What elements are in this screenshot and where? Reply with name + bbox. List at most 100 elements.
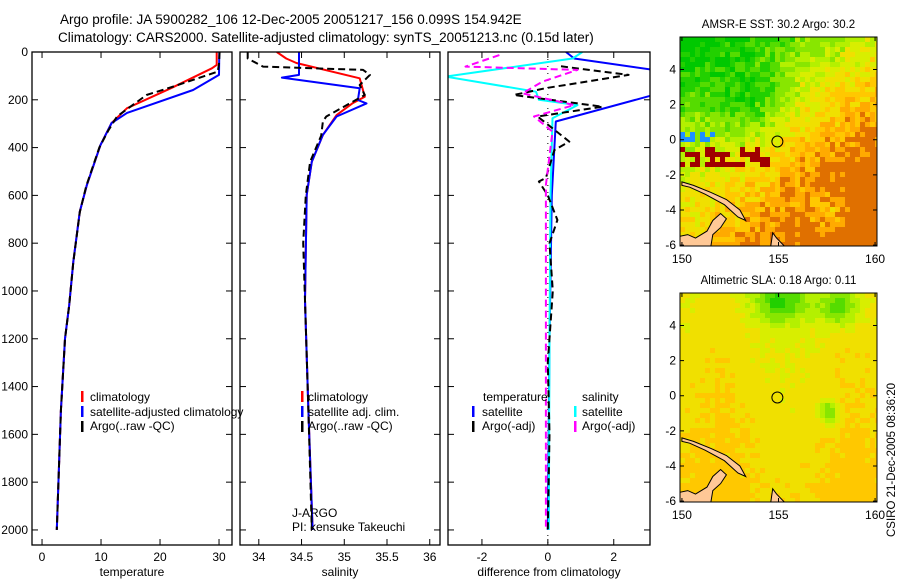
map-cell	[755, 363, 760, 368]
x-tick-label: 2	[610, 550, 617, 564]
map-cell	[825, 72, 830, 77]
map-cell	[815, 413, 820, 418]
map-cell	[715, 207, 720, 212]
y-tick-label: 200	[8, 93, 28, 107]
map-cell	[695, 468, 700, 473]
map-cell	[770, 388, 775, 393]
map-cell	[775, 72, 780, 77]
map-cell	[735, 67, 740, 72]
map-cell	[685, 298, 690, 303]
map-cell	[870, 438, 875, 443]
map-cell	[770, 192, 775, 197]
map-cell	[875, 97, 877, 102]
map-cell	[785, 373, 790, 378]
map-cell	[795, 132, 800, 137]
series-salinity-argo-adj	[464, 54, 579, 530]
map-cell	[735, 453, 740, 458]
map-cell	[780, 353, 785, 358]
map-cell	[735, 458, 740, 463]
map-cell	[765, 222, 770, 227]
map-cell	[750, 463, 755, 468]
map-cell	[835, 127, 840, 132]
map-cell	[840, 403, 845, 408]
map-cell	[865, 498, 870, 502]
map-cell	[755, 72, 760, 77]
lon-tick-label: 150	[672, 508, 692, 522]
map-cell	[785, 192, 790, 197]
map-cell	[755, 428, 760, 433]
map-cell	[820, 333, 825, 338]
map-cell	[720, 142, 725, 147]
map-cell	[840, 142, 845, 147]
map-cell	[695, 122, 700, 127]
map-cell	[690, 72, 695, 77]
map-cell	[695, 463, 700, 468]
map-cell	[685, 167, 690, 172]
map-cell	[795, 443, 800, 448]
map-cell	[760, 463, 765, 468]
map-cell	[680, 72, 685, 77]
map-cell	[720, 438, 725, 443]
map-cell	[765, 67, 770, 72]
map-cell	[790, 177, 795, 182]
map-cell	[770, 87, 775, 92]
map-cell	[815, 97, 820, 102]
map-cell	[790, 107, 795, 112]
map-cell	[770, 82, 775, 87]
map-cell	[775, 142, 780, 147]
map-cell	[760, 378, 765, 383]
map-cell	[780, 232, 785, 237]
map-cell	[710, 338, 715, 343]
map-cell	[770, 152, 775, 157]
map-cell	[820, 378, 825, 383]
map-cell	[705, 308, 710, 313]
map-cell	[705, 72, 710, 77]
map-cell	[725, 468, 730, 473]
map-cell	[780, 328, 785, 333]
map-cell	[745, 428, 750, 433]
map-cell	[810, 112, 815, 117]
map-cell	[695, 62, 700, 67]
map-cell	[875, 338, 877, 343]
map-cell	[870, 117, 875, 122]
map-cell	[770, 343, 775, 348]
map-cell	[685, 428, 690, 433]
map-cell	[845, 373, 850, 378]
map-cell	[755, 383, 760, 388]
map-cell	[715, 443, 720, 448]
map-cell	[730, 378, 735, 383]
map-cell	[860, 217, 865, 222]
lat-tick-label: 2	[669, 354, 676, 368]
map-cell	[735, 383, 740, 388]
map-cell	[680, 398, 685, 403]
map-cell	[695, 197, 700, 202]
map-cell	[835, 52, 840, 57]
map-cell	[790, 92, 795, 97]
map-cell	[815, 157, 820, 162]
map-cell	[715, 117, 720, 122]
map-cell	[680, 197, 685, 202]
map-cell	[700, 303, 705, 308]
map-cell	[840, 57, 845, 62]
map-cell	[735, 358, 740, 363]
map-cell	[830, 303, 835, 308]
map-cell	[760, 202, 765, 207]
map-cell	[870, 468, 875, 473]
map-cell	[865, 293, 870, 298]
map-cell	[735, 363, 740, 368]
map-cell	[845, 353, 850, 358]
map-cell	[805, 463, 810, 468]
map-cell	[760, 468, 765, 473]
map-cell	[820, 303, 825, 308]
map-cell	[690, 192, 695, 197]
map-cell	[710, 197, 715, 202]
map-cell	[685, 448, 690, 453]
map-cell	[830, 152, 835, 157]
map-cell	[820, 368, 825, 373]
map-cell	[700, 112, 705, 117]
map-cell	[770, 227, 775, 232]
map-cell	[790, 383, 795, 388]
map-cell	[750, 393, 755, 398]
map-cell	[680, 162, 685, 167]
map-cell	[735, 413, 740, 418]
